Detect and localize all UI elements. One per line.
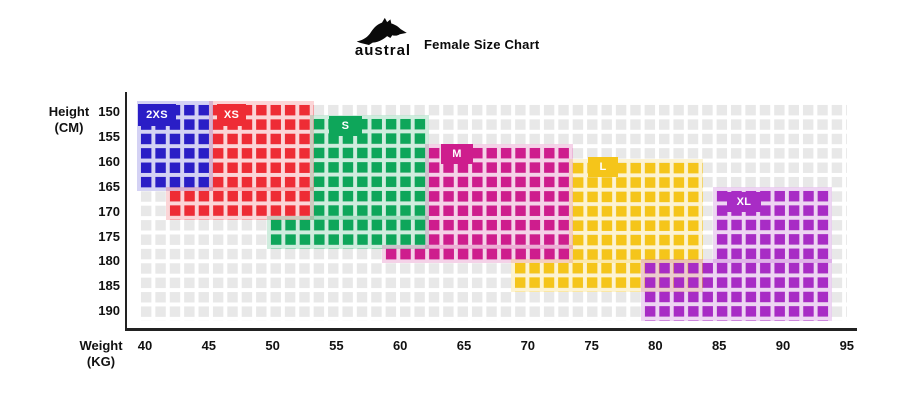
- y-tick-185: 185: [98, 278, 120, 294]
- x-tick-60: 60: [392, 338, 408, 353]
- y-axis-title-line1: Height: [48, 104, 90, 119]
- y-tick-180: 180: [98, 253, 120, 269]
- size-label-M: M: [441, 144, 473, 164]
- x-tick-45: 45: [201, 338, 217, 353]
- y-tick-165: 165: [98, 178, 120, 194]
- x-tick-90: 90: [775, 338, 791, 353]
- y-tick-190: 190: [98, 303, 120, 319]
- x-tick-85: 85: [711, 338, 727, 353]
- x-tick-80: 80: [648, 338, 663, 353]
- y-tick-150: 150: [98, 104, 120, 119]
- x-tick-70: 70: [520, 338, 536, 353]
- y-tick-170: 170: [98, 203, 120, 219]
- x-axis-title-line1: Weight: [79, 338, 123, 353]
- size-region-XL: [713, 187, 833, 264]
- size-label-2XS: 2XS: [138, 104, 176, 126]
- y-axis-title-line2: (CM): [54, 120, 84, 135]
- size-region-M: [425, 144, 573, 249]
- x-tick-75: 75: [584, 338, 599, 353]
- size-label-XS: XS: [217, 104, 246, 126]
- x-axis-title: Weight (KG): [69, 338, 133, 370]
- size-region-S: [309, 115, 429, 221]
- brand-logo: austral: [350, 15, 416, 59]
- brand-name: austral: [354, 42, 412, 59]
- y-axis-title: Height (CM): [38, 104, 100, 136]
- size-region-M-step: [381, 245, 573, 264]
- x-tick-40: 40: [137, 338, 153, 353]
- x-tick-95: 95: [839, 338, 855, 353]
- x-tick-50: 50: [265, 338, 280, 353]
- x-axis-line: [125, 328, 857, 331]
- y-tick-160: 160: [98, 153, 120, 169]
- y-tick-175: 175: [98, 228, 120, 244]
- kangaroo-logo-icon: [352, 17, 412, 50]
- size-label-L: L: [588, 157, 618, 177]
- y-tick-155: 155: [98, 128, 120, 144]
- size-region-XL-step: [641, 259, 833, 321]
- size-region-XS-step: [165, 187, 314, 221]
- x-axis-title-line2: (KG): [86, 354, 116, 369]
- x-tick-55: 55: [329, 338, 344, 353]
- size-region-S-step: [266, 216, 429, 249]
- x-tick-65: 65: [456, 338, 472, 353]
- page-title: Female Size Chart: [424, 37, 540, 52]
- y-axis-line: [125, 92, 127, 330]
- size-label-XL: XL: [727, 192, 761, 212]
- size-label-S: S: [329, 116, 362, 136]
